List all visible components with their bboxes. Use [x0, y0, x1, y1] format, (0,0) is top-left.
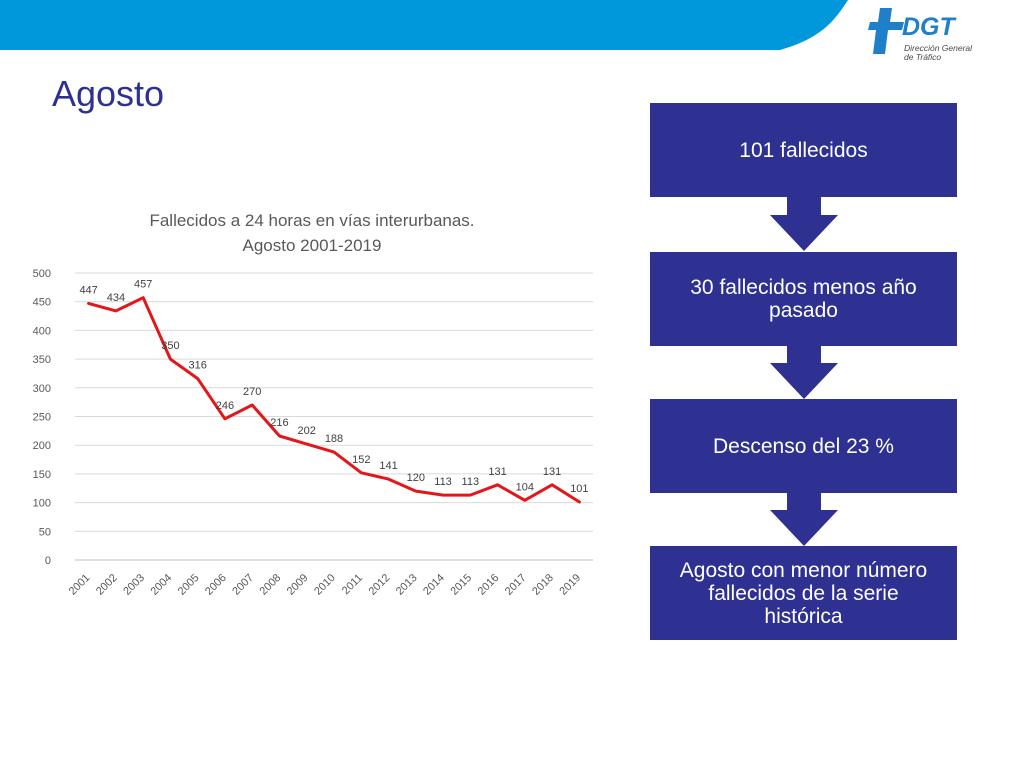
x-tick-label: 2006 [203, 572, 229, 598]
y-tick-label: 0 [45, 555, 51, 567]
y-tick-label: 100 [33, 498, 51, 510]
x-tick-label: 2015 [448, 572, 474, 598]
y-tick-label: 500 [33, 268, 51, 280]
data-label: 113 [434, 476, 452, 488]
flow-box-text: 30 fallecidos menos año [690, 276, 917, 299]
x-axis: 2001 2002 2003 2004 2005 2006 2007 2008 2009 2010… [67, 572, 584, 598]
y-tick-label: 350 [33, 354, 51, 366]
x-tick-label: 2018 [530, 572, 556, 598]
x-tick-label: 2009 [285, 572, 311, 598]
data-label: 131 [543, 466, 561, 478]
flow-box-text: histórica [764, 604, 843, 628]
x-tick-label: 2003 [121, 572, 147, 598]
data-label: 246 [216, 400, 234, 412]
dgt-logo: DGT Dirección General de Tráfico [866, 8, 1016, 68]
data-label: 104 [516, 481, 534, 493]
logo-subtitle-line-2: de Tráfico [904, 52, 942, 62]
fatalities-line-chart: Fallecidos a 24 horas en vías interurban… [33, 211, 593, 598]
x-tick-label: 2016 [476, 572, 502, 598]
data-label: 434 [107, 292, 125, 304]
flow-box-text: fallecidos de la serie [708, 581, 899, 605]
logo-subtitle-line-1: Dirección General [904, 43, 973, 53]
page-title: Agosto [52, 73, 165, 114]
y-tick-label: 150 [33, 469, 51, 481]
x-tick-label: 2004 [149, 572, 175, 598]
logo-subtitle: Dirección General de Tráfico [904, 44, 1014, 62]
data-label: 270 [243, 386, 261, 398]
x-tick-label: 2017 [503, 572, 529, 598]
data-label: 120 [407, 472, 425, 484]
flow-box-text: Descenso del 23 % [713, 434, 894, 458]
y-tick-label: 250 [33, 412, 51, 424]
data-label: 457 [134, 279, 152, 291]
data-label: 141 [379, 460, 397, 472]
x-tick-label: 2013 [394, 572, 420, 598]
data-label: 202 [298, 425, 316, 437]
chart-title-line-2: Agosto 2001-2019 [243, 236, 382, 255]
y-tick-label: 200 [33, 440, 51, 452]
data-label: 350 [161, 340, 179, 352]
x-tick-label: 2001 [67, 572, 93, 598]
dgt-cross-icon [868, 8, 904, 54]
x-tick-label: 2014 [421, 572, 447, 598]
flow-box-deaths: 101 fallecidos [650, 103, 957, 197]
data-label: 316 [189, 360, 207, 372]
summary-flow: 101 fallecidos 30 fallecidos menos año p… [650, 103, 957, 643]
data-label: 152 [352, 454, 370, 466]
x-tick-label: 2005 [176, 572, 202, 598]
x-tick-label: 2011 [340, 572, 365, 597]
y-tick-label: 300 [33, 383, 51, 395]
header-band [0, 0, 848, 50]
chart-gridlines [75, 272, 593, 561]
flow-arrow-down-icon [770, 197, 838, 251]
flow-box-yoy-change: 30 fallecidos menos año pasado [650, 252, 957, 346]
flow-box-text: pasado [769, 299, 838, 322]
x-tick-label: 2002 [94, 572, 120, 598]
data-label: 131 [488, 466, 506, 478]
data-label: 188 [325, 433, 343, 445]
data-label: 216 [270, 417, 288, 429]
x-tick-label: 2010 [312, 572, 338, 598]
flow-arrow-down-icon [770, 345, 838, 399]
y-axis: 0 50 100 150 200 250 300 350 400 450 500 [33, 268, 51, 567]
series-line [87, 296, 581, 504]
flow-box-record-low: Agosto con menor número fallecidos de la… [650, 546, 957, 640]
chart-series [87, 296, 581, 504]
flow-arrow-down-icon [770, 492, 838, 546]
x-tick-label: 2019 [557, 572, 583, 598]
x-tick-label: 2012 [367, 572, 393, 598]
data-label: 113 [462, 476, 480, 488]
y-tick-label: 450 [33, 297, 51, 309]
data-label: 447 [79, 284, 97, 296]
data-label: 101 [570, 483, 588, 495]
flow-box-text: 101 fallecidos [739, 138, 868, 162]
chart-title-line-1: Fallecidos a 24 horas en vías interurban… [149, 211, 474, 230]
logo-name: DGT [902, 13, 955, 41]
y-tick-label: 50 [39, 526, 51, 538]
x-tick-label: 2008 [258, 572, 284, 598]
flow-box-decrease: Descenso del 23 % [650, 399, 957, 493]
x-tick-label: 2007 [230, 572, 256, 598]
chart-data-labels: 447 434 457 350 316 246 270 216 202 188 152 141 120 1… [79, 279, 588, 495]
flow-box-text: Agosto con menor número [679, 558, 928, 582]
y-tick-label: 400 [33, 325, 51, 337]
